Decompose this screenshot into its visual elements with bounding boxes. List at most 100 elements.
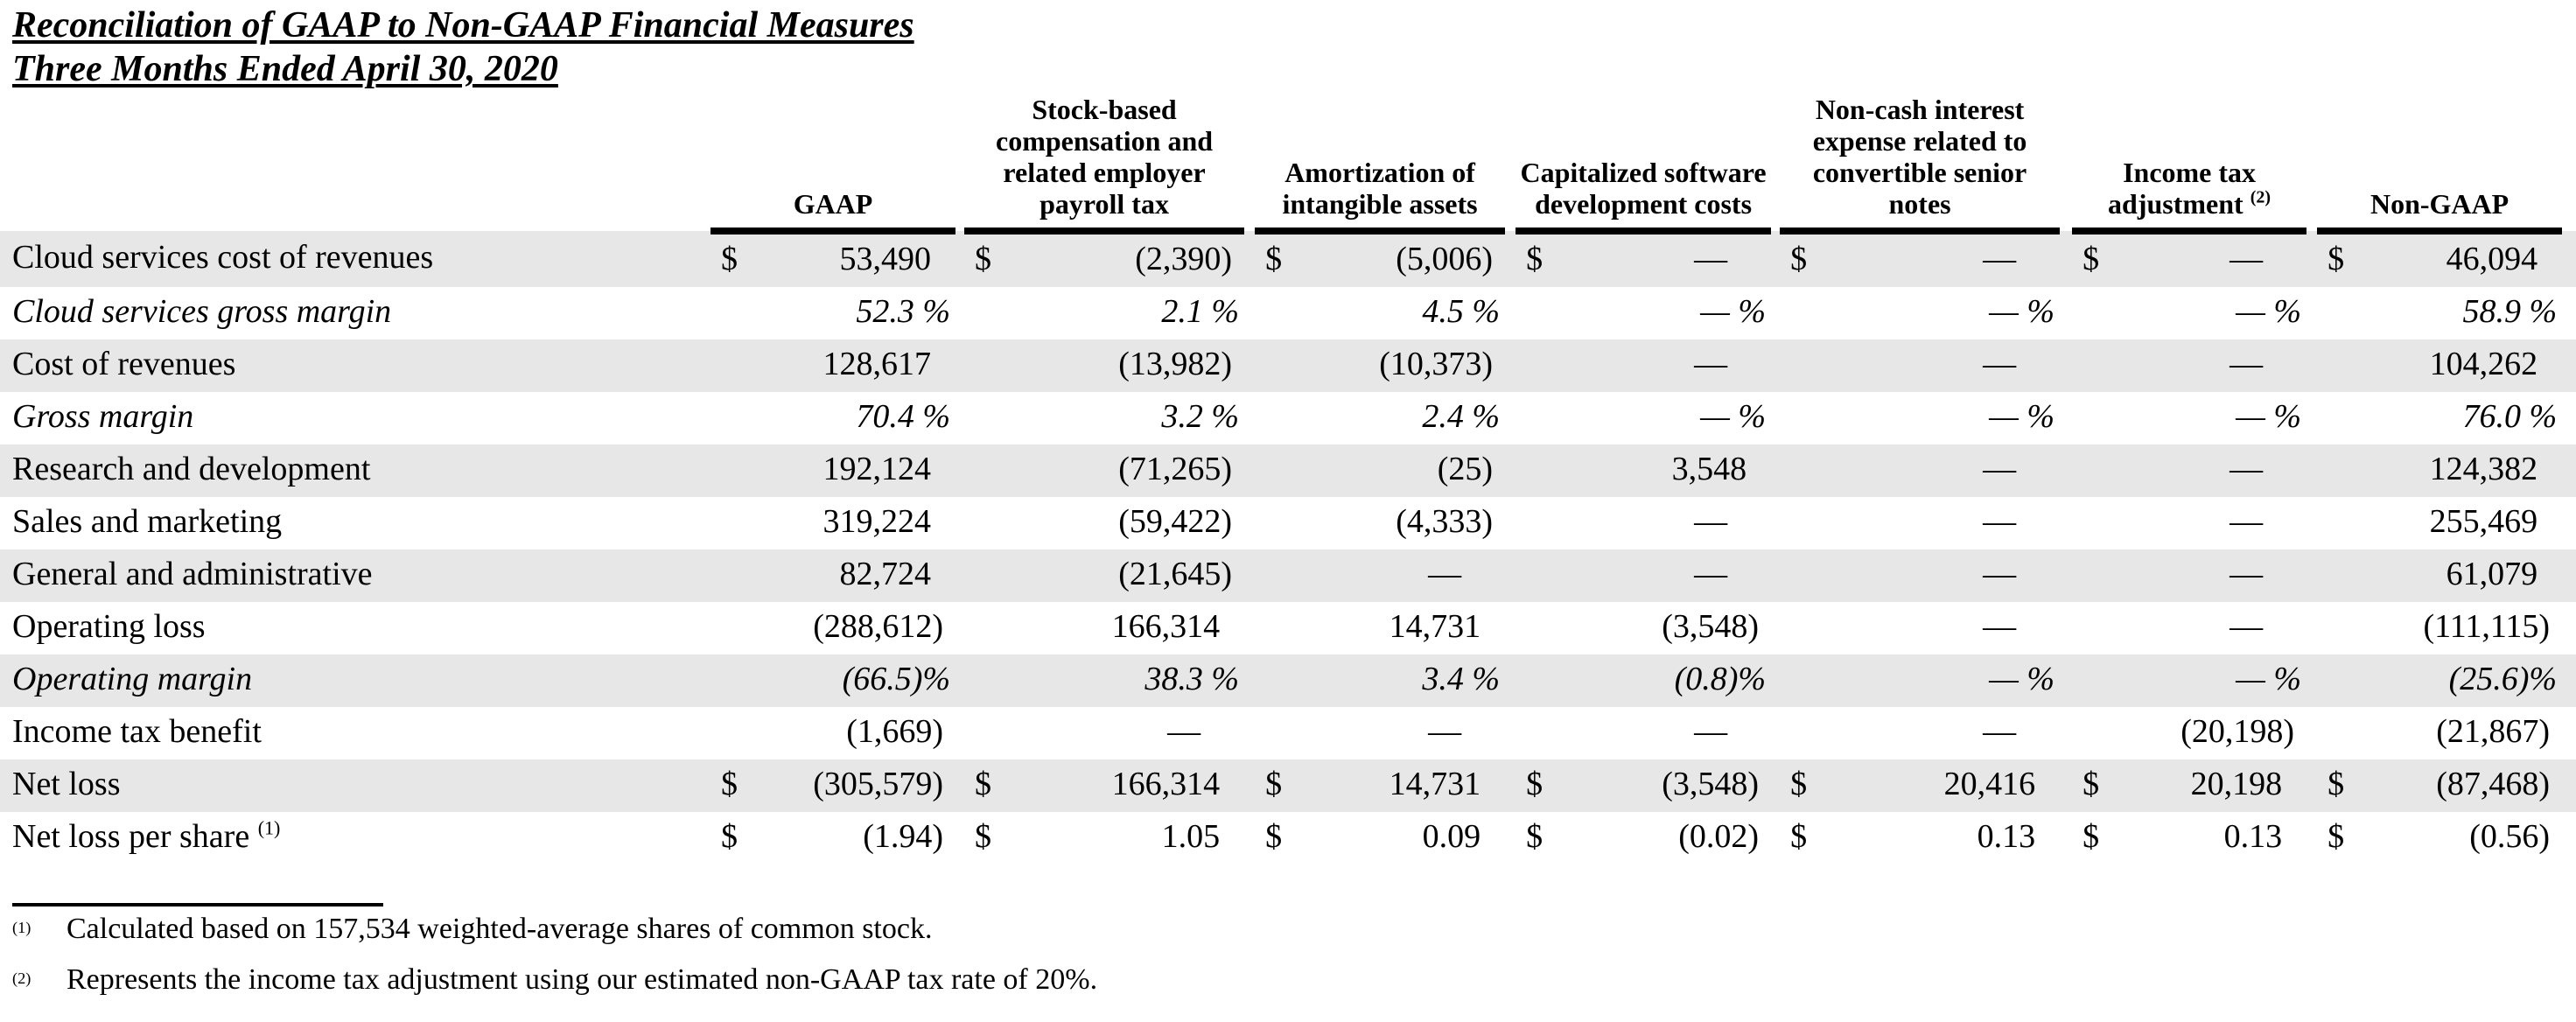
table-edge [2562,231,2576,287]
currency-symbol: $ [2072,231,2122,287]
column-gap [956,444,965,497]
column-gap [1505,812,1516,864]
currency-symbol [710,340,760,392]
column-gap [1244,287,1255,340]
table-cell: (288,612) [813,609,944,646]
footnote: (1) Calculated based on 157,534 weighted-… [0,910,2576,956]
currency-symbol: $ [2328,819,2345,856]
table-cell: (10,373) [1304,340,1506,392]
table-row: Net loss $ (305,579) $166,314 $14,731 $ (3,548… [0,760,2576,812]
table-cell: (66.5)% [760,654,956,707]
table-cell: 319,224 [822,504,932,541]
currency-symbol [1780,340,1830,392]
table-cell: — % [2236,399,2302,436]
table-cell: (25.6)% [2366,654,2563,707]
column-gap [1771,231,1781,287]
currency-symbol: $ [1255,760,1305,812]
table-cell: (21,867) [2436,714,2551,751]
row-label-text: Cost of revenues [12,346,236,383]
table-row: Cost of revenues 128,617 (13,982) (10,373) —… [0,340,2576,392]
column-gap [2306,392,2317,444]
column-gap [2060,654,2073,707]
table-cell: — [1829,231,2061,287]
column-header-label: Non-GAAP [2370,191,2510,220]
currency-symbol [1780,602,1829,654]
footnote-marker-text: (2) [12,969,32,987]
row-label: Gross margin [0,392,710,444]
column-header-3: Amortization of intangible assets [1255,96,1506,234]
table-cell: — [1983,609,2017,646]
table-cell: 58.9 % [2462,294,2558,331]
row-label: Operating margin [0,654,710,707]
table-row: Net loss per share (1) $ (1.94) $1.05 $0.09 $… [0,812,2576,864]
row-label: Net loss [0,760,710,812]
table-cell: (25) [1304,444,1506,497]
column-gap [956,760,965,812]
table-cell: — [1829,444,2061,497]
table-row: Sales and marketing 319,224 (59,422) (4,333… [0,497,2576,550]
table-row: Gross margin 70.4 % 3.2 % 2.4 % — % — % — % 76.… [0,392,2576,444]
table-cell: 82,724 [760,550,956,602]
table-cell: — [2230,504,2264,541]
table-cell: 128,617 [760,340,956,392]
currency-symbol [1255,707,1304,760]
row-label-text: Sales and marketing [12,504,283,541]
currency-symbol [1516,392,1564,444]
column-gap [1244,602,1255,654]
row-label-text: Income tax benefit [12,714,262,751]
currency-symbol [2072,392,2121,444]
table-cell: 3.2 % [1161,399,1240,436]
table-cell: (4,333) [1396,504,1494,541]
column-gap [1505,96,1516,231]
currency-symbol: $ [975,819,992,856]
currency-symbol [2072,707,2121,760]
column-gap [2306,760,2318,812]
table-edge [2562,96,2576,231]
currency-symbol [964,707,1013,760]
column-gap [1505,497,1516,550]
table-cell: (71,265) [1013,444,1245,497]
table-cell: 166,314 [1013,760,1245,812]
currency-symbol [710,550,760,602]
document-title-line1: Reconciliation of GAAP to Non-GAAP Finan… [12,4,914,46]
footnote-marker-text: (1) [12,919,32,936]
currency-symbol [1516,287,1564,340]
table-cell: — [2121,340,2307,392]
currency-symbol [1255,654,1305,707]
table-cell: (2,390) [1013,231,1245,287]
footnotes-block: (1) Calculated based on 157,534 weighted-… [0,903,2576,1007]
column-gap [1244,444,1256,497]
table-cell: — [1829,550,2061,602]
document-title-line2: Three Months Ended April 30, 2020 [12,47,558,89]
table-cell: (1,669) [846,714,944,751]
footnote-text: Represents the income tax adjustment usi… [66,962,1098,996]
column-gap [956,231,965,287]
column-gap [956,654,965,707]
table-edge [2562,340,2576,392]
currency-symbol [1780,497,1829,550]
column-header-2: Stock-based compensation and related emp… [964,96,1245,234]
row-label: General and administrative [0,550,710,602]
table-cell: — [1167,714,1201,751]
table-cell: — [2121,550,2307,602]
table-row: Income tax benefit (1,669) — — — — (20,198) (21… [0,707,2576,760]
table-cell: 46,094 [2366,231,2563,287]
column-gap [2306,340,2318,392]
column-header-label: Amortization of intangible assets [1282,159,1478,220]
table-cell: (13,982) [1013,340,1245,392]
column-gap [1771,654,1781,707]
table-edge [2562,812,2576,864]
currency-symbol: $ [964,231,1014,287]
table-cell: 2.4 % [1422,399,1501,436]
currency-symbol [710,444,760,497]
currency-symbol: $ [1780,760,1830,812]
row-label: Cloud services gross margin [0,287,710,340]
table-row: Operating margin (66.5)% 38.3 % 3.4 % (0.8)%… [0,654,2576,707]
currency-symbol [2317,287,2366,340]
table-cell: — [2230,609,2264,646]
currency-symbol: $ [721,819,738,856]
currency-symbol: $ [964,760,1014,812]
column-gap [1244,231,1256,287]
currency-symbol [1516,340,1565,392]
table-cell: 52.3 % [856,294,951,331]
